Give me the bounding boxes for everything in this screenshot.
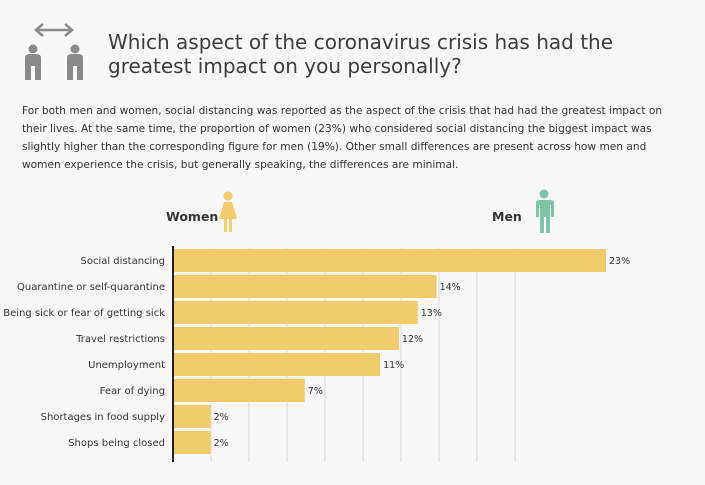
men-label: Men xyxy=(492,209,522,224)
value-label: 11% xyxy=(383,360,404,371)
labels: Social distancing 23% Quarantine or self-q… xyxy=(3,256,630,449)
category-label: Shops being closed xyxy=(68,438,165,449)
value-label: 13% xyxy=(421,308,442,319)
value-label: 7% xyxy=(308,386,323,397)
women-label: Women xyxy=(166,209,219,224)
page-title: Which aspect of the coronavirus crisis h… xyxy=(108,30,614,78)
category-label: Fear of dying xyxy=(100,386,165,397)
category-label: Being sick or fear of getting sick xyxy=(3,308,165,319)
woman-icon xyxy=(219,191,237,232)
value-label: 2% xyxy=(214,412,229,423)
category-label: Social distancing xyxy=(80,256,165,267)
category-label: Shortages in food supply xyxy=(41,412,165,423)
bar xyxy=(173,353,381,376)
value-label: 14% xyxy=(440,282,461,293)
bar-chart: Social distancing 23% Quarantine or self-q… xyxy=(3,246,630,462)
value-label: 12% xyxy=(402,334,423,345)
bars xyxy=(173,249,606,454)
man-icon xyxy=(536,189,554,233)
bar xyxy=(173,379,305,402)
value-label: 23% xyxy=(609,256,630,267)
category-label: Unemployment xyxy=(88,360,165,371)
intro-paragraph: For both men and women, social distancin… xyxy=(22,105,663,171)
bar xyxy=(173,431,211,454)
bar xyxy=(173,301,418,324)
social-distancing-icon xyxy=(25,23,83,80)
bar xyxy=(173,327,399,350)
category-label: Travel restrictions xyxy=(75,334,165,345)
bar xyxy=(173,249,606,272)
bar xyxy=(173,405,211,428)
bar xyxy=(173,275,437,298)
category-label: Quarantine or self-quarantine xyxy=(17,282,165,293)
value-label: 2% xyxy=(214,438,229,449)
